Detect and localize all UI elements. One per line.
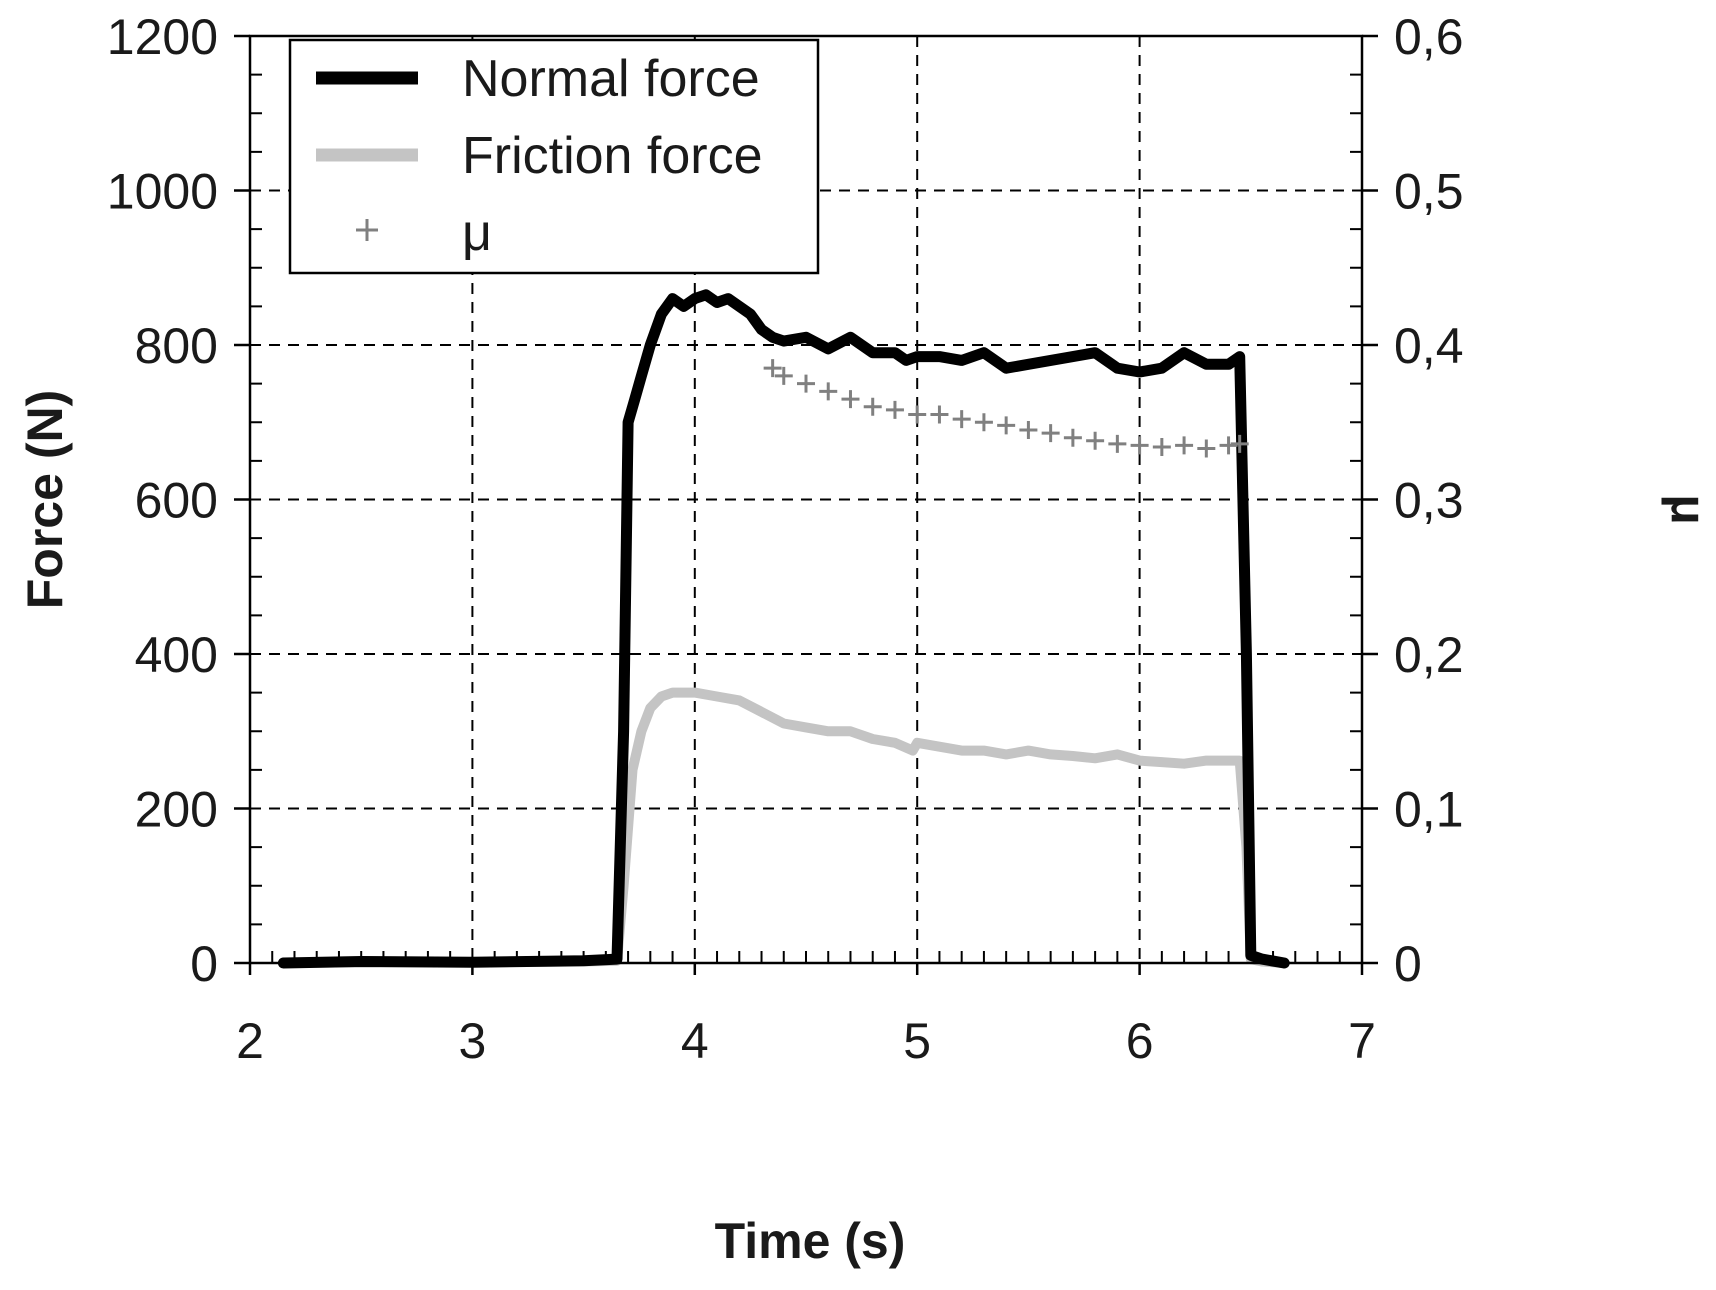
y-tick-label: 0 bbox=[190, 936, 218, 992]
series-mu bbox=[763, 359, 1249, 458]
mu-marker bbox=[974, 413, 993, 432]
y2-tick-label: 0,3 bbox=[1394, 473, 1464, 529]
mu-marker bbox=[1108, 434, 1127, 453]
mu-marker bbox=[1230, 434, 1249, 453]
mu-marker bbox=[1219, 436, 1238, 455]
legend-label-mu: μ bbox=[462, 204, 492, 262]
x-tick-label: 3 bbox=[458, 1013, 486, 1069]
mu-marker bbox=[774, 366, 793, 385]
mu-marker bbox=[1041, 424, 1060, 443]
x-tick-label: 5 bbox=[903, 1013, 931, 1069]
y-tick-label: 800 bbox=[135, 318, 218, 374]
mu-marker bbox=[1197, 439, 1216, 458]
x-tick-label: 7 bbox=[1348, 1013, 1376, 1069]
y-tick-label: 400 bbox=[135, 627, 218, 683]
mu-marker bbox=[908, 405, 927, 424]
mu-marker bbox=[997, 416, 1016, 435]
mu-marker bbox=[797, 374, 815, 393]
mu-marker bbox=[952, 410, 971, 429]
mu-marker bbox=[863, 397, 882, 416]
y2-tick-label: 0,1 bbox=[1394, 782, 1464, 838]
x-axis-title: Time (s) bbox=[715, 1213, 906, 1269]
mu-marker bbox=[841, 390, 860, 409]
y-tick-label: 200 bbox=[135, 782, 218, 838]
y2-tick-label: 0,4 bbox=[1394, 318, 1464, 374]
mu-marker bbox=[1063, 428, 1082, 447]
y2-tick-label: 0,6 bbox=[1394, 9, 1464, 65]
legend-label-normal-force: Normal force bbox=[462, 50, 760, 108]
y2-tick-label: 0 bbox=[1394, 936, 1422, 992]
x-tick-label: 6 bbox=[1126, 1013, 1154, 1069]
y-tick-label: 1200 bbox=[107, 9, 218, 65]
mu-marker bbox=[1086, 431, 1105, 450]
y-axis-title: Force (N) bbox=[17, 390, 73, 609]
mu-marker bbox=[930, 405, 949, 424]
y-tick-label: 1000 bbox=[107, 164, 218, 220]
mu-marker bbox=[1152, 437, 1171, 456]
mu-marker bbox=[763, 359, 782, 378]
legend-swatch-mu bbox=[356, 219, 378, 241]
x-tick-label: 4 bbox=[681, 1013, 709, 1069]
mu-marker bbox=[1175, 436, 1194, 455]
series-friction-force bbox=[278, 687, 1290, 968]
legend-label-friction-force: Friction force bbox=[462, 127, 763, 185]
mu-legend-marker bbox=[356, 219, 378, 241]
y2-tick-label: 0,5 bbox=[1394, 164, 1464, 220]
x-tick-label: 2 bbox=[236, 1013, 264, 1069]
y2-tick-label: 0,2 bbox=[1394, 627, 1464, 683]
y2-axis-title: μ bbox=[1661, 494, 1716, 525]
series-normal-force bbox=[277, 289, 1290, 969]
y-tick-label: 600 bbox=[135, 473, 218, 529]
mu-marker bbox=[819, 382, 838, 401]
mu-marker bbox=[1130, 436, 1149, 455]
mu-marker bbox=[1019, 420, 1038, 439]
legend: Normal force Friction force μ bbox=[288, 38, 820, 275]
mu-marker bbox=[885, 400, 904, 419]
